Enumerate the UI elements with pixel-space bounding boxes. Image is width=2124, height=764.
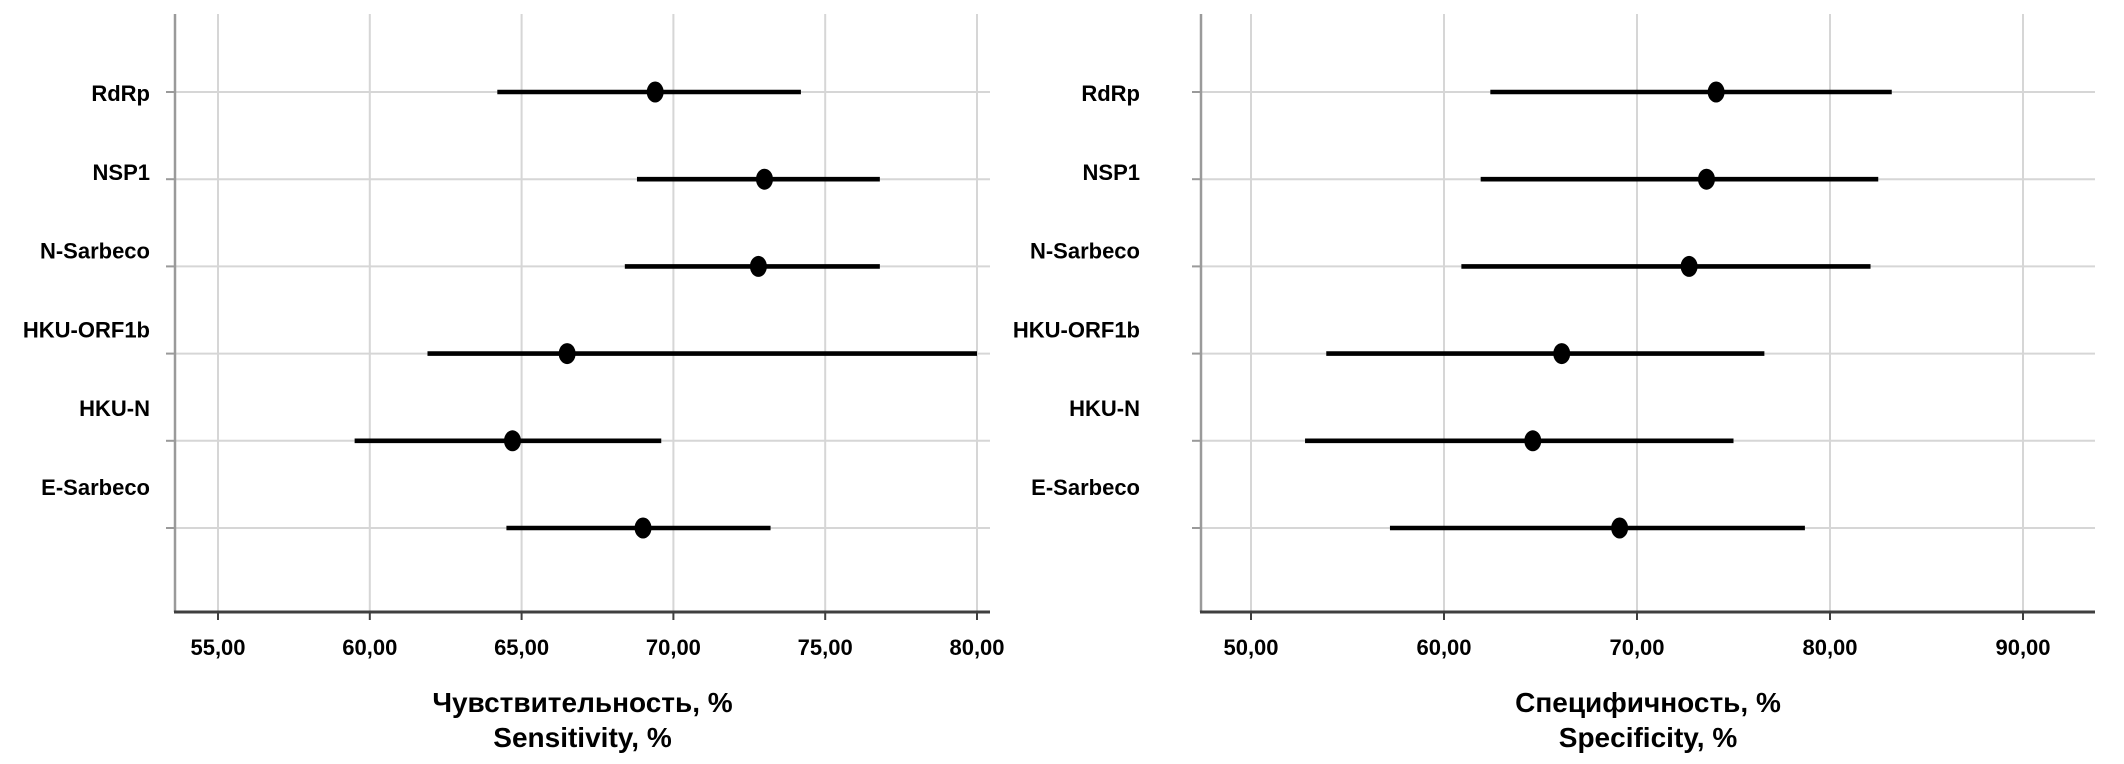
x-tick-label: 80,00	[949, 635, 1004, 660]
point-estimate-marker	[749, 255, 767, 277]
category-label: N-Sarbeco	[1030, 239, 1140, 264]
category-label: NSP1	[1083, 160, 1140, 185]
panel-sensitivity: 55,00 60,00 65,00 70,00 75,00 80,00 RdRp NSP1 N-…	[23, 14, 1005, 753]
point-estimate-marker	[1553, 343, 1571, 365]
panel-specificity: 50,00 60,00 70,00 80,00 90,00 RdRp NSP1 N-Sarbe…	[1013, 14, 2095, 753]
x-tick-label: 75,00	[798, 635, 853, 660]
category-label: HKU-N	[79, 396, 150, 421]
x-tick-label: 65,00	[494, 635, 549, 660]
category-label: E-Sarbeco	[41, 475, 150, 500]
point-estimate-marker	[1680, 255, 1698, 277]
x-axis-title-ru: Специфичность, %	[1515, 687, 1781, 718]
point-estimate-marker	[1611, 517, 1629, 539]
x-tick-label: 70,00	[1609, 635, 1664, 660]
x-tick-label: 80,00	[1802, 635, 1857, 660]
point-estimate-marker	[755, 168, 773, 190]
x-axis-title-en: Specificity, %	[1559, 722, 1738, 753]
point-estimate-marker	[1524, 430, 1542, 452]
point-estimate-marker	[646, 81, 664, 103]
x-axis-title-en: Sensitivity, %	[493, 722, 672, 753]
x-tick-label: 50,00	[1223, 635, 1278, 660]
category-label: HKU-ORF1b	[23, 317, 150, 342]
point-estimate-marker	[558, 343, 576, 365]
point-estimate-marker	[634, 517, 652, 539]
point-estimate-marker	[1707, 81, 1725, 103]
x-tick-label: 60,00	[1416, 635, 1471, 660]
category-label: HKU-N	[1069, 396, 1140, 421]
category-label: E-Sarbeco	[1031, 475, 1140, 500]
category-label: NSP1	[93, 160, 150, 185]
x-tick-label: 70,00	[646, 635, 701, 660]
category-label: N-Sarbeco	[40, 239, 150, 264]
category-label: HKU-ORF1b	[1013, 317, 1140, 342]
x-tick-label: 60,00	[342, 635, 397, 660]
x-tick-label: 90,00	[1995, 635, 2050, 660]
point-estimate-marker	[1697, 168, 1715, 190]
x-tick-label: 55,00	[190, 635, 245, 660]
category-label: RdRp	[1081, 81, 1140, 106]
category-label: RdRp	[91, 81, 150, 106]
x-axis-title-ru: Чувствительность, %	[432, 687, 732, 718]
point-estimate-marker	[503, 430, 521, 452]
